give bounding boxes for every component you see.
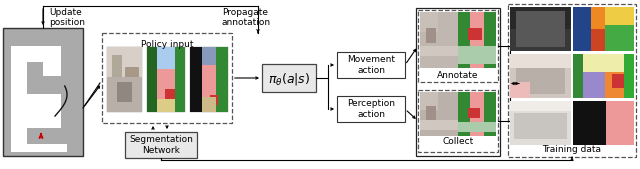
Bar: [468, 28, 482, 40]
Bar: [484, 12, 496, 68]
Bar: [418, 90, 498, 152]
Bar: [458, 92, 496, 136]
Bar: [583, 54, 634, 72]
Text: Perception
action: Perception action: [347, 99, 395, 119]
Bar: [510, 101, 571, 145]
Bar: [27, 46, 43, 62]
Bar: [605, 7, 634, 51]
Bar: [157, 69, 185, 99]
Bar: [458, 92, 470, 136]
Bar: [510, 54, 571, 98]
Text: Training data: Training data: [543, 144, 602, 153]
Bar: [43, 94, 61, 128]
Bar: [102, 33, 232, 123]
Bar: [337, 96, 405, 122]
Bar: [107, 47, 142, 112]
Bar: [605, 72, 624, 98]
Bar: [107, 47, 142, 77]
Bar: [420, 12, 458, 68]
Bar: [510, 54, 571, 68]
Bar: [573, 54, 634, 98]
Bar: [591, 29, 605, 51]
Bar: [11, 46, 27, 94]
Bar: [516, 11, 565, 47]
Bar: [43, 46, 61, 76]
Bar: [573, 101, 634, 145]
Bar: [510, 82, 530, 98]
Bar: [426, 106, 436, 120]
Bar: [468, 108, 480, 118]
Bar: [107, 77, 142, 112]
Text: Segmentation
Network: Segmentation Network: [129, 135, 193, 155]
Bar: [420, 46, 458, 56]
Bar: [426, 28, 436, 43]
Bar: [157, 47, 175, 69]
Bar: [606, 101, 634, 145]
Bar: [516, 68, 565, 94]
Bar: [210, 95, 218, 105]
Bar: [420, 120, 458, 130]
Bar: [573, 54, 583, 98]
Text: Movement
action: Movement action: [347, 55, 395, 75]
Bar: [202, 65, 228, 97]
Bar: [510, 7, 571, 51]
Bar: [125, 67, 139, 85]
Bar: [510, 7, 571, 29]
Bar: [175, 47, 185, 112]
Bar: [605, 7, 634, 25]
Bar: [202, 47, 216, 65]
Text: $\pi_{\theta}(a|s)$: $\pi_{\theta}(a|s)$: [268, 71, 310, 87]
Bar: [11, 112, 27, 144]
Bar: [484, 92, 496, 136]
Text: Policy input: Policy input: [141, 40, 193, 49]
Bar: [27, 112, 59, 128]
Bar: [573, 7, 634, 51]
Bar: [165, 89, 175, 101]
Bar: [147, 47, 185, 112]
Bar: [190, 47, 228, 112]
Bar: [147, 47, 157, 112]
Bar: [458, 122, 496, 132]
Bar: [510, 101, 571, 111]
Bar: [514, 113, 567, 139]
Bar: [216, 47, 228, 112]
Bar: [190, 47, 202, 112]
Bar: [3, 28, 83, 156]
Bar: [624, 54, 634, 98]
Bar: [508, 4, 636, 157]
Bar: [117, 82, 132, 102]
Text: Propagate
annotation: Propagate annotation: [222, 8, 271, 27]
Bar: [262, 64, 316, 92]
Bar: [420, 92, 458, 136]
Text: Collect: Collect: [442, 138, 474, 147]
Bar: [11, 144, 67, 152]
Bar: [583, 72, 605, 98]
Bar: [125, 132, 197, 158]
Bar: [112, 55, 122, 77]
Bar: [458, 12, 496, 68]
Bar: [573, 7, 591, 51]
Bar: [458, 46, 496, 64]
Bar: [420, 92, 438, 110]
Bar: [11, 94, 49, 112]
Bar: [157, 99, 175, 112]
Text: Update
position: Update position: [49, 8, 85, 27]
Bar: [612, 74, 624, 88]
Text: Annotate: Annotate: [437, 71, 479, 80]
Bar: [337, 52, 405, 78]
Bar: [458, 12, 470, 68]
Bar: [591, 7, 605, 29]
Bar: [420, 12, 438, 32]
Bar: [418, 10, 498, 82]
Bar: [202, 97, 216, 112]
Bar: [416, 8, 500, 156]
